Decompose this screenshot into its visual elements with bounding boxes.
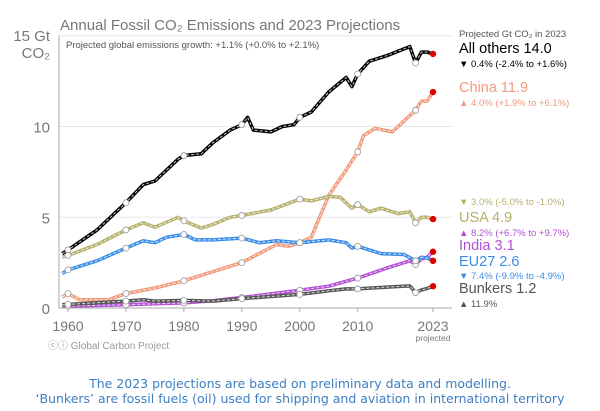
projection-marker-usa	[429, 215, 437, 223]
legend-title: Projected Gt CO₂ in 2023	[459, 29, 567, 40]
decade-marker-china	[238, 259, 246, 267]
legend-name-china: China 11.9	[459, 80, 529, 96]
series-dash-usa	[62, 195, 434, 258]
legend-change-text: 8.2% (+6.7% to +9.7%)	[471, 228, 570, 239]
series-dash-eu27	[61, 233, 434, 274]
decade-marker-eu27	[354, 242, 362, 250]
decade-marker-eu27	[238, 234, 246, 242]
decade-marker-bunkers	[296, 290, 304, 298]
series-line-eu27	[61, 232, 434, 275]
series-dash-china	[61, 91, 434, 301]
decade-marker-all-others	[180, 152, 188, 159]
decade-marker-eu27	[296, 239, 304, 247]
footnote: The 2023 projections are based on prelim…	[0, 376, 600, 406]
legend-name-india: India 3.1	[459, 238, 515, 254]
legend-change-text: 4.0% (+1.9% to +6.1%)	[471, 98, 570, 109]
legend-change-eu27: ▼ 7.4% (-9.9% to -4.9%)	[459, 271, 565, 282]
decade-marker-bunkers	[238, 295, 246, 302]
y-axis-label: 15 Gt	[13, 28, 51, 45]
decade-marker-usa	[296, 195, 304, 203]
legend-change-bunkers: ▲ 11.9%	[459, 299, 497, 310]
legend-name-all-others: All others 14.0	[459, 41, 552, 57]
y-tick-label: 0	[42, 301, 50, 318]
decade-marker-usa	[354, 201, 362, 208]
footnote-line-2: ‘Bunkers’ are fossil fuels (oil) used fo…	[35, 391, 565, 406]
decade-marker-bunkers	[354, 285, 362, 293]
decade-marker-china	[64, 290, 72, 297]
decade-marker-all-others	[122, 199, 130, 207]
series-dash-bunkers	[62, 285, 434, 306]
chart-title: Annual Fossil CO₂ Emissions and 2023 Pro…	[60, 17, 400, 34]
x-tick-note: projected	[416, 333, 451, 343]
projection-marker-bunkers	[429, 283, 437, 290]
decade-marker-china	[180, 277, 188, 285]
legend-change-text: 3.0% (-5.0% to -1.0%)	[471, 197, 565, 208]
decade-marker-usa	[180, 217, 188, 225]
triangle-up-icon: ▲	[459, 228, 472, 239]
x-tick-label: 2010	[342, 318, 373, 334]
decade-marker-china	[354, 148, 362, 156]
legend-change-usa: ▼ 3.0% (-5.0% to -1.0%)	[459, 197, 565, 208]
decade-marker-india	[354, 274, 362, 282]
x-tick-label: 2023	[417, 318, 448, 334]
y-tick-label: 5	[42, 210, 50, 227]
x-tick-label: 1980	[168, 318, 199, 334]
triangle-up-icon: ▲	[459, 299, 472, 310]
decade-marker-usa	[238, 212, 246, 219]
projection-marker-eu27	[429, 257, 437, 265]
triangle-down-icon: ▼	[459, 59, 472, 70]
y-tick-label: 10	[33, 120, 50, 137]
decade-marker-bunkers	[412, 289, 420, 296]
decade-marker-eu27	[122, 244, 130, 252]
series-line-usa	[61, 194, 434, 259]
chart-subtitle: Projected global emissions growth: +1.1%…	[66, 40, 319, 51]
series-dash-india	[62, 251, 434, 307]
x-tick-label: 1970	[110, 318, 141, 334]
series-line-china	[61, 91, 435, 302]
legend-name-usa: USA 4.9	[459, 210, 513, 226]
footnote-line-1: The 2023 projections are based on prelim…	[89, 376, 511, 391]
decade-marker-eu27	[180, 231, 188, 238]
decade-marker-all-others	[296, 114, 304, 121]
triangle-up-icon: ▲	[459, 98, 472, 109]
decade-marker-bunkers	[122, 297, 130, 305]
series-line-all-others	[61, 44, 434, 256]
decade-marker-all-others	[238, 121, 246, 129]
legend-change-text: 0.4% (-2.4% to +1.6%)	[471, 59, 567, 70]
decade-marker-all-others	[354, 70, 362, 78]
decade-marker-china	[412, 106, 420, 114]
series-dash-all-others	[61, 45, 434, 255]
x-tick-label: 1960	[52, 318, 83, 334]
projection-marker-all-others	[429, 50, 437, 58]
legend-change-china: ▲ 4.0% (+1.9% to +6.1%)	[459, 98, 569, 109]
projection-marker-china	[429, 88, 437, 96]
decade-marker-usa	[412, 219, 420, 227]
source-credit: ⓒⓘ Global Carbon Project	[48, 340, 169, 352]
legend-name-eu27: EU27 2.6	[459, 254, 520, 270]
x-tick-label: 1990	[226, 318, 257, 334]
y-axis-label-unit: CO₂	[22, 45, 51, 62]
x-tick-label: 2000	[284, 318, 315, 334]
legend-change-india: ▲ 8.2% (+6.7% to +9.7%)	[459, 228, 569, 239]
legend-change-all-others: ▼ 0.4% (-2.4% to +1.6%)	[459, 59, 567, 70]
decade-marker-all-others	[412, 59, 420, 67]
triangle-down-icon: ▼	[459, 271, 472, 282]
decade-marker-china	[122, 290, 130, 297]
decade-marker-usa	[122, 226, 130, 234]
decade-marker-usa	[64, 251, 72, 259]
decade-marker-bunkers	[64, 301, 72, 308]
legend-change-text: 7.4% (-9.9% to -4.9%)	[471, 271, 565, 282]
decade-marker-eu27	[412, 257, 420, 265]
projection-marker-india	[429, 248, 437, 255]
triangle-down-icon: ▼	[459, 197, 472, 208]
legend-change-text: 11.9%	[471, 299, 498, 310]
legend-name-bunkers: Bunkers 1.2	[459, 281, 537, 297]
decade-marker-bunkers	[180, 296, 188, 304]
decade-marker-eu27	[64, 266, 72, 274]
